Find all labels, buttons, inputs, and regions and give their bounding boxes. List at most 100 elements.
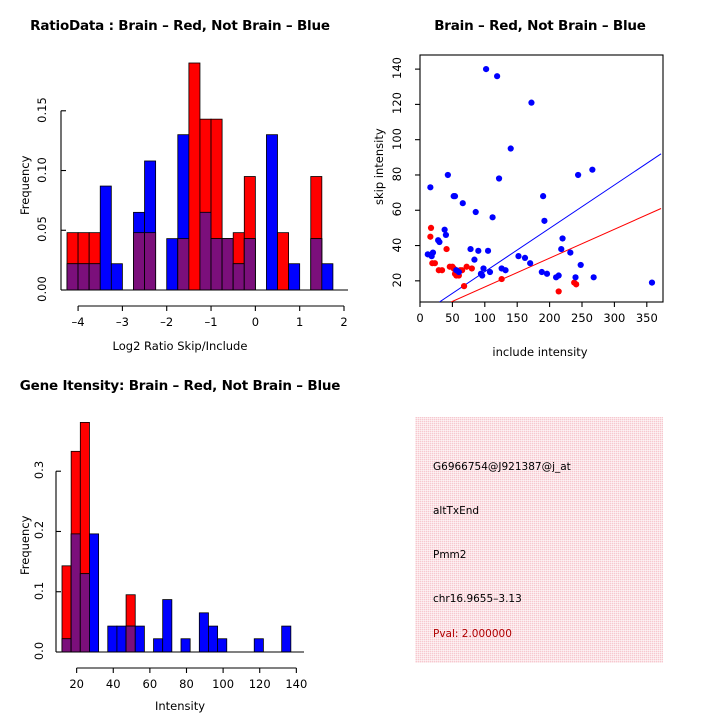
point-not-brain-blue (495, 175, 503, 182)
x-tick-label: 1 (296, 315, 304, 329)
point-not-brain-blue (444, 171, 451, 179)
bar-not-brain-blue (153, 638, 164, 653)
bar-overlap-purple (88, 263, 101, 291)
x-tick-label: 200 (538, 311, 561, 325)
axes (415, 68, 648, 307)
point-not-brain-blue (459, 200, 466, 207)
info-event-type: altTxEnd (433, 505, 480, 517)
point-not-brain-blue (479, 272, 486, 279)
point-not-brain-blue (541, 217, 548, 224)
info-pvalue: Pval: 2.000000 (433, 628, 512, 640)
point-not-brain-blue (589, 166, 596, 173)
ratio-histogram-title: RatioData : Brain – Red, Not Brain – Blu… (30, 18, 330, 34)
ratio-histogram-xlabel: Log2 Ratio Skip/Include (112, 339, 248, 353)
point-not-brain-blue (484, 247, 492, 254)
bar-not-brain-blue (253, 638, 264, 653)
x-tick-label: 80 (179, 677, 194, 691)
axes (60, 110, 348, 311)
trend-lines (439, 153, 662, 302)
gene-histogram-ylabel: Frequency (18, 515, 32, 575)
point-not-brain-blue (436, 238, 443, 246)
point-not-brain-blue (502, 267, 509, 274)
x-tick-label: 0 (251, 315, 260, 329)
bar-overlap-purple (79, 573, 90, 653)
gene-histogram-plot (55, 421, 304, 673)
y-tick-label: 40 (390, 237, 404, 252)
x-tick-label: 350 (635, 311, 658, 325)
bar-not-brain-blue (198, 612, 209, 653)
bar-not-brain-blue (89, 533, 100, 653)
x-tick-label: –3 (115, 315, 129, 329)
point-not-brain-blue (528, 99, 535, 106)
y-tick-label: 0.05 (35, 216, 49, 243)
info-probe-id: G6966754@J921387@j_at (433, 461, 571, 473)
x-tick-label: 2 (340, 315, 348, 329)
panel-gene-info: G6966754@J921387@j_at altTxEnd Pmm2 chr1… (360, 360, 720, 720)
histogram-bars (61, 421, 292, 653)
point-not-brain-blue (429, 249, 437, 256)
bar-not-brain-blue (208, 625, 219, 653)
x-tick-label: 0 (416, 311, 424, 325)
bar-overlap-purple (70, 533, 81, 653)
y-tick-label: 120 (390, 92, 404, 115)
point-not-brain-blue (441, 226, 448, 233)
bar-not-brain-blue (266, 134, 278, 291)
point-not-brain-blue (475, 247, 482, 254)
bar-overlap-purple (144, 232, 157, 291)
point-not-brain-blue (427, 184, 434, 191)
y-tick-label: 0.10 (35, 156, 49, 183)
point-not-brain-blue (489, 214, 496, 221)
y-tick-label: 0.1 (32, 581, 46, 600)
x-tick-label: 40 (105, 677, 121, 691)
bar-overlap-purple (210, 238, 223, 291)
bar-brain-red (188, 62, 201, 291)
scatter-plot (415, 54, 664, 307)
bar-overlap-purple (199, 211, 212, 291)
bar-not-brain-blue (116, 625, 127, 653)
scatter-points (424, 66, 656, 295)
point-not-brain-blue (538, 268, 545, 276)
bar-not-brain-blue (99, 185, 112, 291)
point-not-brain-blue (455, 268, 462, 276)
panel-intensity-scatter: Brain – Red, Not Brain – Blue skip inten… (360, 0, 720, 360)
gene-histogram-title: Gene Itensity: Brain – Red, Not Brain – … (19, 378, 341, 394)
bar-not-brain-blue (217, 638, 228, 653)
scatter-ylabel: skip intensity (372, 128, 386, 205)
x-tick-label: 60 (142, 677, 158, 691)
bar-not-brain-blue (110, 263, 123, 291)
point-not-brain-blue (590, 274, 597, 281)
scatter-title: Brain – Red, Not Brain – Blue (434, 18, 646, 34)
y-tick-label: 0.2 (32, 521, 46, 540)
x-tick-label: 300 (603, 311, 626, 325)
point-not-brain-blue (480, 265, 487, 272)
point-brain-red (427, 233, 434, 240)
point-not-brain-blue (559, 235, 566, 242)
x-tick-label: 150 (506, 311, 529, 325)
bar-overlap-purple (77, 263, 90, 291)
point-not-brain-blue (521, 254, 529, 261)
point-not-brain-blue (527, 260, 534, 267)
bar-not-brain-blue (162, 599, 173, 653)
axes (55, 470, 304, 673)
point-not-brain-blue (572, 274, 579, 281)
point-brain-red (463, 263, 470, 270)
y-tick-label: 140 (390, 57, 404, 80)
point-not-brain-blue (577, 261, 584, 269)
point-brain-red (498, 275, 505, 283)
point-not-brain-blue (451, 193, 459, 200)
info-locus: chr16.9655–3.13 (433, 593, 522, 605)
plot-frame (419, 54, 664, 303)
y-tick-label: 0.3 (32, 461, 46, 480)
x-tick-label: –1 (204, 315, 218, 329)
point-brain-red (438, 267, 446, 274)
gene-info-box: G6966754@J921387@j_at altTxEnd Pmm2 chr1… (415, 417, 663, 663)
y-tick-label: 0.0 (32, 641, 46, 661)
ratio-histogram-ylabel: Frequency (18, 155, 32, 215)
point-not-brain-blue (648, 279, 656, 286)
bar-brain-red (277, 232, 289, 291)
bar-not-brain-blue (288, 263, 301, 291)
histogram-bars (66, 62, 334, 291)
x-tick-label: –4 (71, 315, 85, 329)
bar-overlap-purple (66, 263, 79, 291)
point-not-brain-blue (540, 193, 547, 200)
